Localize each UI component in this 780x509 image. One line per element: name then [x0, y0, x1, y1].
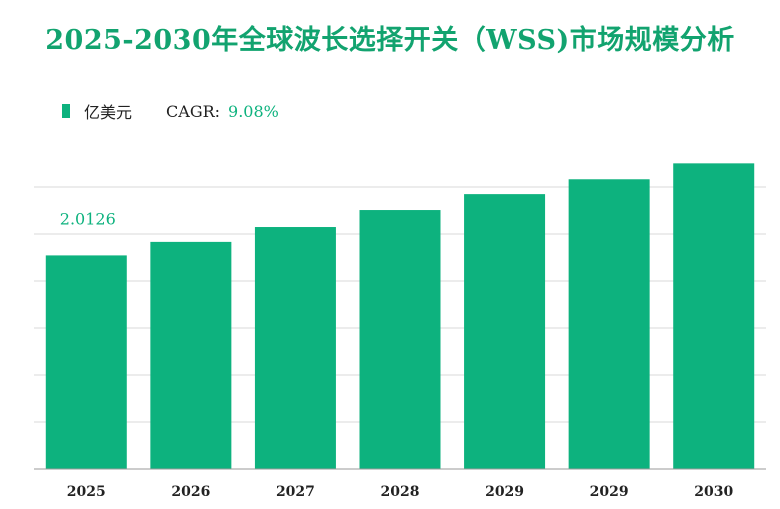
bar-2026: [150, 241, 232, 469]
x-tick-label: 2027: [276, 484, 315, 500]
legend: 亿美元 CAGR: 9.08%: [62, 100, 279, 122]
x-tick-label: 2029: [485, 484, 524, 500]
legend-series-label: 亿美元: [84, 103, 133, 122]
cagr-value: 9.08%: [228, 101, 279, 121]
data-label: 2.0126: [60, 209, 116, 228]
x-tick-labels: 2025 2026 2027 2028 2029 2029 2030: [67, 484, 734, 500]
x-tick-label: 2030: [694, 484, 733, 500]
bar-2029: [568, 179, 650, 469]
bar-2025: [45, 255, 127, 469]
bar-2029: [464, 194, 546, 470]
cagr-label: CAGR:: [166, 101, 221, 121]
bar-2030: [673, 163, 755, 469]
bar-2028: [359, 210, 441, 469]
legend-swatch: [62, 104, 70, 118]
x-tick-label: 2029: [590, 484, 629, 500]
x-tick-label: 2028: [381, 484, 420, 500]
chart-title: 2025-2030年全球波长选择开关（WSS)市场规模分析: [45, 25, 735, 56]
x-tick-label: 2026: [171, 484, 210, 500]
x-tick-label: 2025: [67, 484, 106, 500]
bars: [45, 163, 755, 470]
data-labels: 2.0126: [60, 209, 116, 228]
bar-2027: [254, 227, 336, 469]
